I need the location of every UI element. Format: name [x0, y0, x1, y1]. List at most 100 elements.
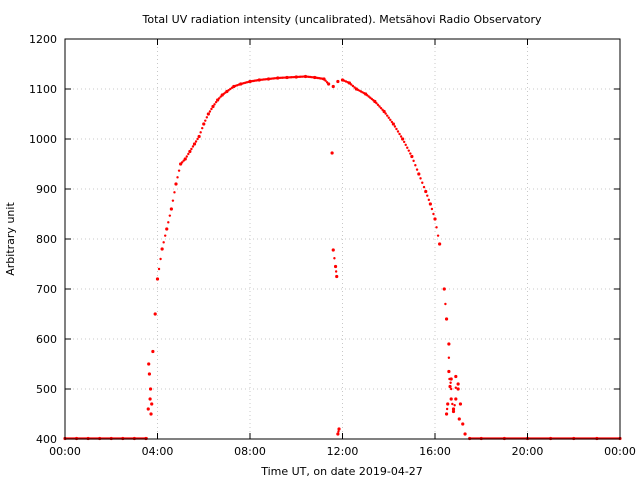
data-point — [449, 377, 453, 381]
data-point — [447, 369, 451, 374]
data-point — [208, 110, 212, 113]
data-point — [202, 122, 206, 126]
x-tick-label: 08:00 — [234, 445, 266, 458]
data-point — [372, 99, 375, 102]
data-point — [446, 402, 450, 406]
data-point — [330, 151, 334, 155]
data-point — [176, 176, 179, 179]
data-point — [157, 267, 161, 271]
data-point — [333, 257, 336, 260]
data-point — [449, 381, 452, 384]
grid-lines — [65, 39, 620, 439]
data-point — [205, 116, 209, 119]
data-point — [396, 130, 400, 133]
data-point — [426, 194, 429, 197]
data-point — [180, 161, 184, 164]
y-tick-label: 900 — [36, 183, 57, 196]
data-point — [362, 91, 366, 95]
data-point — [302, 75, 306, 78]
data-point — [454, 397, 458, 401]
data-point — [448, 384, 452, 389]
data-point — [390, 120, 394, 124]
data-point — [174, 182, 178, 186]
data-point — [165, 227, 169, 231]
data-point — [333, 264, 338, 269]
y-axis-ticks: 400 500 600 700 800 900 1000 1100 1200 — [29, 33, 620, 446]
data-point — [237, 83, 241, 86]
data-point — [275, 76, 278, 80]
data-point — [389, 118, 392, 122]
y-tick-label: 700 — [36, 283, 57, 296]
data-point — [410, 154, 414, 159]
data-point — [196, 137, 199, 141]
data-point — [442, 287, 446, 291]
data-point — [461, 422, 465, 426]
data-point — [182, 159, 185, 162]
data-point — [453, 404, 456, 407]
data-point — [454, 374, 458, 379]
data-point — [387, 116, 390, 119]
data-point — [393, 125, 397, 128]
data-point — [168, 214, 172, 217]
data-point — [199, 131, 202, 134]
data-point — [146, 407, 150, 411]
data-point — [432, 212, 435, 216]
data-point — [445, 407, 449, 411]
data-point — [422, 185, 426, 189]
data-point — [171, 199, 175, 202]
data-point — [448, 377, 451, 381]
y-tick-label: 800 — [36, 233, 57, 246]
data-point — [149, 412, 153, 416]
data-point — [436, 234, 440, 237]
data-point — [414, 164, 417, 167]
data-point — [444, 302, 447, 306]
data-point — [148, 397, 152, 401]
data-point — [456, 387, 460, 391]
x-axis-ticks: 00:00 04:00 08:00 12:00 16:00 20:00 00:00 — [49, 39, 636, 458]
data-point — [401, 137, 405, 141]
data-point — [148, 387, 153, 391]
data-point — [447, 342, 451, 346]
data-point — [162, 241, 165, 244]
data-point — [206, 112, 210, 116]
data-point — [381, 108, 384, 112]
data-point — [402, 140, 406, 144]
data-point — [353, 86, 356, 89]
data-point — [324, 79, 327, 82]
data-point — [177, 169, 181, 172]
data-point — [449, 387, 453, 391]
data-point — [151, 349, 155, 354]
data-point — [349, 83, 353, 86]
data-point — [331, 84, 335, 89]
data-point — [187, 152, 190, 156]
data-point — [421, 181, 424, 184]
data-point — [395, 127, 398, 131]
data-point — [169, 207, 173, 211]
data-point — [190, 147, 193, 151]
data-point — [438, 242, 442, 246]
y-tick-label: 600 — [36, 333, 57, 346]
x-tick-label: 12:00 — [327, 445, 359, 458]
y-tick-label: 1200 — [29, 33, 57, 46]
data-point — [164, 234, 167, 237]
x-tick-label: 04:00 — [142, 445, 174, 458]
data-point — [194, 140, 198, 143]
data-point — [211, 104, 215, 109]
data-point — [375, 101, 378, 105]
data-point — [444, 317, 449, 321]
y-tick-label: 1100 — [29, 83, 57, 96]
data-point — [335, 274, 339, 279]
data-point — [167, 221, 170, 224]
data-point — [398, 132, 401, 136]
data-point — [456, 382, 460, 386]
x-tick-label: 00:00 — [604, 445, 636, 458]
data-point — [155, 277, 160, 281]
data-point — [201, 126, 204, 130]
data-point — [407, 149, 410, 152]
x-axis-label: Time UT, on date 2019-04-27 — [260, 465, 423, 478]
data-point — [427, 198, 431, 202]
data-point — [457, 417, 461, 421]
data-point — [214, 100, 218, 104]
data-point — [147, 372, 152, 376]
